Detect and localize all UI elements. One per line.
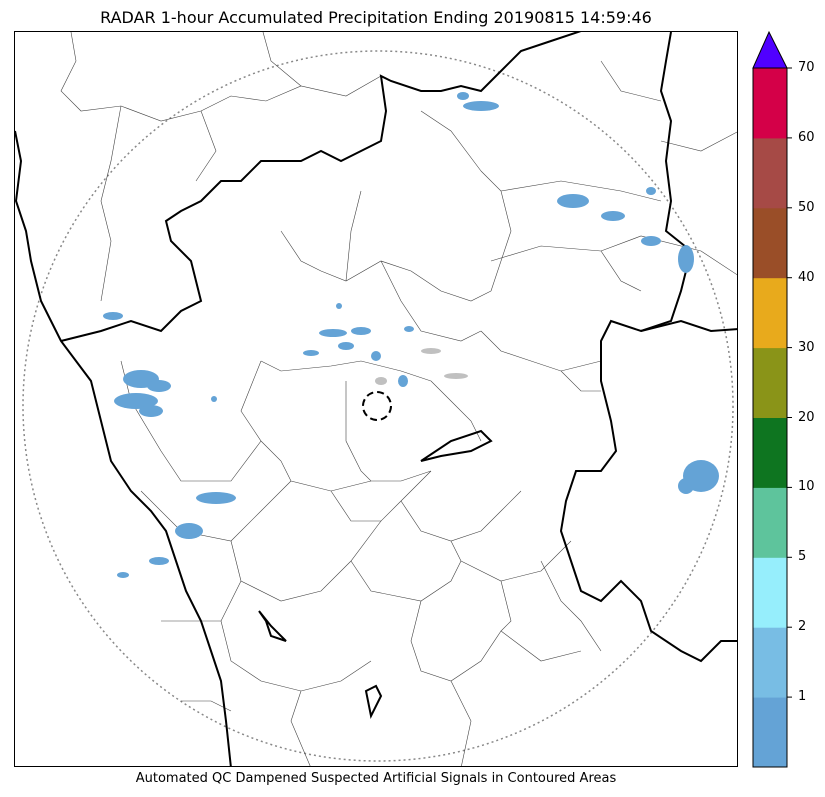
colorbar-tick-label: 10 [798, 479, 815, 495]
colorbar-tick-label: 40 [798, 269, 815, 285]
radar-site-marker [362, 391, 392, 421]
colorbar-tick-label: 70 [798, 60, 815, 75]
colorbar-segment [753, 68, 787, 139]
suppressed-signals [375, 348, 468, 385]
colorbar [752, 30, 792, 768]
colorbar-segment [753, 697, 787, 768]
colorbar-tick-label: 20 [798, 409, 815, 425]
colorbar-tick-label: 5 [798, 549, 807, 565]
colorbar-segment [753, 487, 787, 558]
colorbar-tick-label: 60 [798, 129, 815, 145]
district-boundaries [60, 32, 737, 766]
colorbar-tick-label: 30 [798, 339, 815, 355]
colorbar-extend-arrow [752, 30, 788, 69]
qc-footnote: Automated QC Dampened Suspected Artifici… [135, 771, 617, 786]
colorbar-segment [753, 347, 787, 418]
map-svg [15, 32, 737, 766]
colorbar-segments [753, 68, 787, 768]
colorbar-tick-label: 1 [798, 689, 807, 705]
colorbar-segment [753, 627, 787, 698]
precipitation-echoes [103, 92, 719, 578]
colorbar-tick-label: 50 [798, 199, 815, 215]
radar-map [14, 31, 738, 767]
radar-range-ring [22, 50, 734, 762]
colorbar-segment [753, 557, 787, 628]
colorbar-segment [753, 417, 787, 488]
colorbar-segment [753, 137, 787, 209]
colorbar-segment [753, 207, 787, 279]
colorbar-segment [753, 277, 787, 349]
chart-title: RADAR 1-hour Accumulated Precipitation E… [100, 8, 652, 27]
state-boundaries [15, 32, 737, 766]
colorbar-tick-label: 2 [798, 619, 807, 635]
